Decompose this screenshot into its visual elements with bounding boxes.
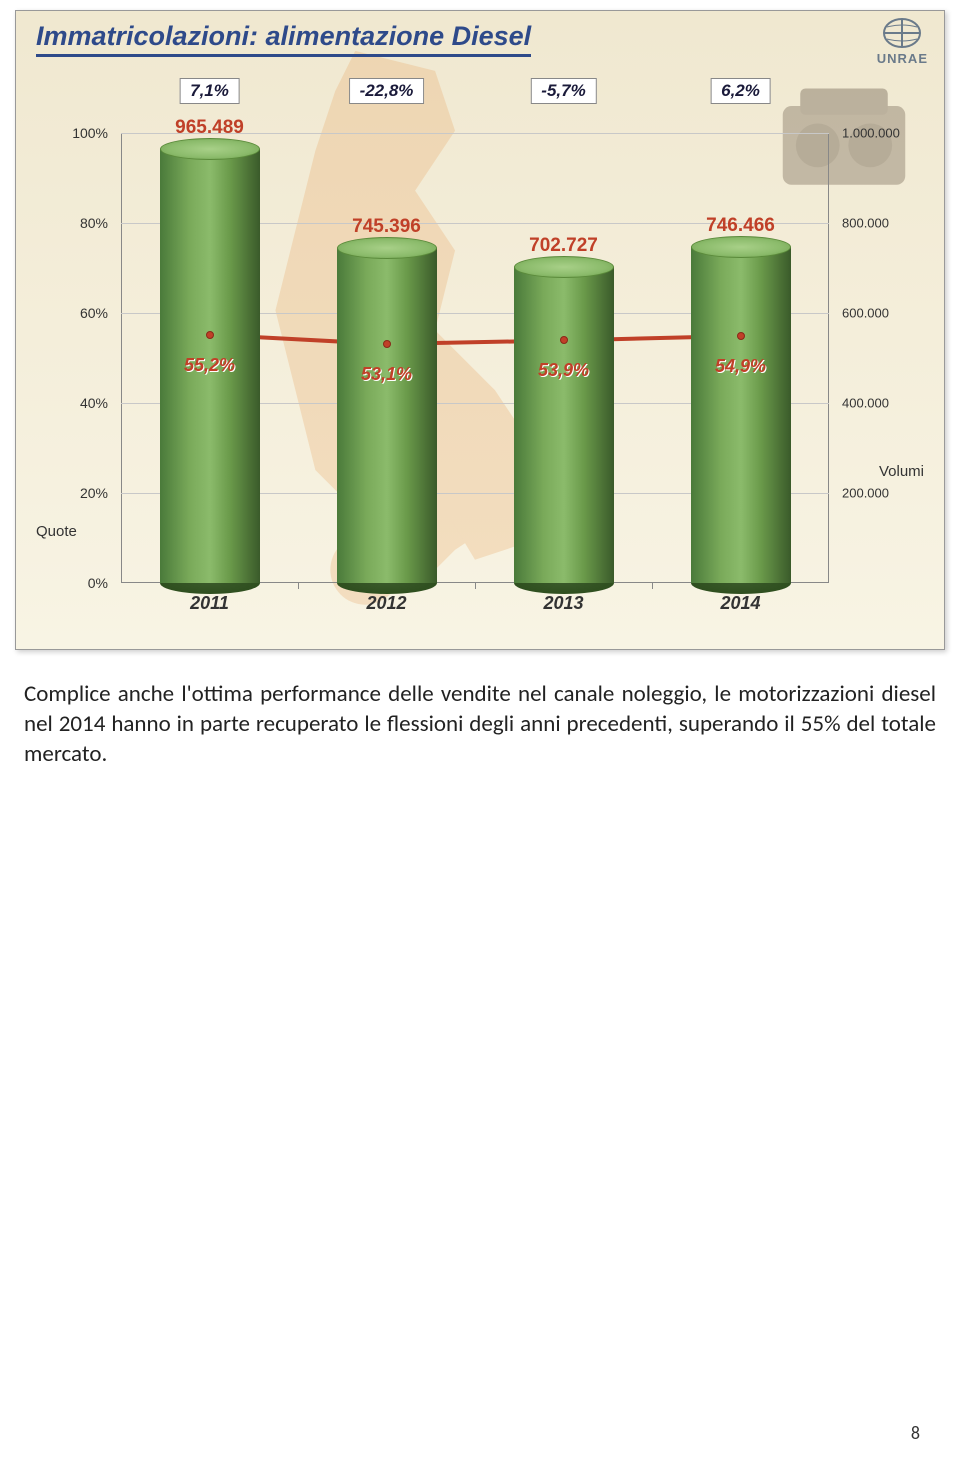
trend-marker <box>383 340 391 348</box>
plot-area: 7,1%965.48955,2%2011-22,8%745.39653,1%20… <box>121 133 829 583</box>
right-tick: 600.000 <box>842 306 889 321</box>
x-axis-label: 2014 <box>720 593 760 614</box>
change-label: 6,2% <box>710 78 771 104</box>
y-axis-right: 200.000400.000600.000800.0001.000.000 <box>834 133 894 583</box>
change-label: 7,1% <box>179 78 240 104</box>
brand-logo: UNRAE <box>877 17 928 66</box>
bar-cylinder <box>514 267 614 583</box>
left-tick: 20% <box>80 485 108 501</box>
logo-text: UNRAE <box>877 51 928 66</box>
body-paragraph: Complice anche l'ottima performance dell… <box>24 680 936 770</box>
value-label: 965.489 <box>175 117 244 139</box>
left-axis-label: Quote <box>36 523 77 540</box>
x-axis-label: 2013 <box>543 593 583 614</box>
y-axis-left: 0%20%40%60%80%100% <box>66 133 116 583</box>
chart-header: Immatricolazioni: alimentazione Diesel U… <box>16 11 944 63</box>
left-axis-line <box>121 133 122 583</box>
right-axis-line <box>828 133 829 583</box>
change-label: -5,7% <box>530 78 596 104</box>
right-tick: 1.000.000 <box>842 126 900 141</box>
left-tick: 60% <box>80 305 108 321</box>
value-label: 746.466 <box>706 215 775 237</box>
quote-label: 53,1% <box>361 364 412 385</box>
left-tick: 100% <box>72 125 108 141</box>
trend-marker <box>737 332 745 340</box>
page-number: 8 <box>911 1422 920 1444</box>
bar-cylinder <box>691 247 791 583</box>
quote-label: 55,2% <box>184 355 235 376</box>
right-tick: 400.000 <box>842 396 889 411</box>
left-tick: 80% <box>80 215 108 231</box>
left-tick: 0% <box>88 575 108 591</box>
trend-marker <box>560 336 568 344</box>
left-tick: 40% <box>80 395 108 411</box>
chart-panel: Immatricolazioni: alimentazione Diesel U… <box>15 10 945 650</box>
value-label: 702.727 <box>529 235 598 257</box>
trend-marker <box>206 331 214 339</box>
right-tick: 200.000 <box>842 486 889 501</box>
bar-cylinder <box>337 248 437 583</box>
value-label: 745.396 <box>352 216 421 238</box>
x-axis-label: 2011 <box>190 593 229 614</box>
chart-title: Immatricolazioni: alimentazione Diesel <box>36 21 531 57</box>
right-axis-label: Volumi <box>879 463 924 480</box>
quote-label: 53,9% <box>538 360 589 381</box>
quote-label: 54,9% <box>715 356 766 377</box>
right-tick: 800.000 <box>842 216 889 231</box>
change-label: -22,8% <box>349 78 425 104</box>
chart-area: 0% 20% 40% 60% 80% 100% Quote 200.000 400.000 6… <box>36 73 924 633</box>
x-axis-label: 2012 <box>366 593 406 614</box>
